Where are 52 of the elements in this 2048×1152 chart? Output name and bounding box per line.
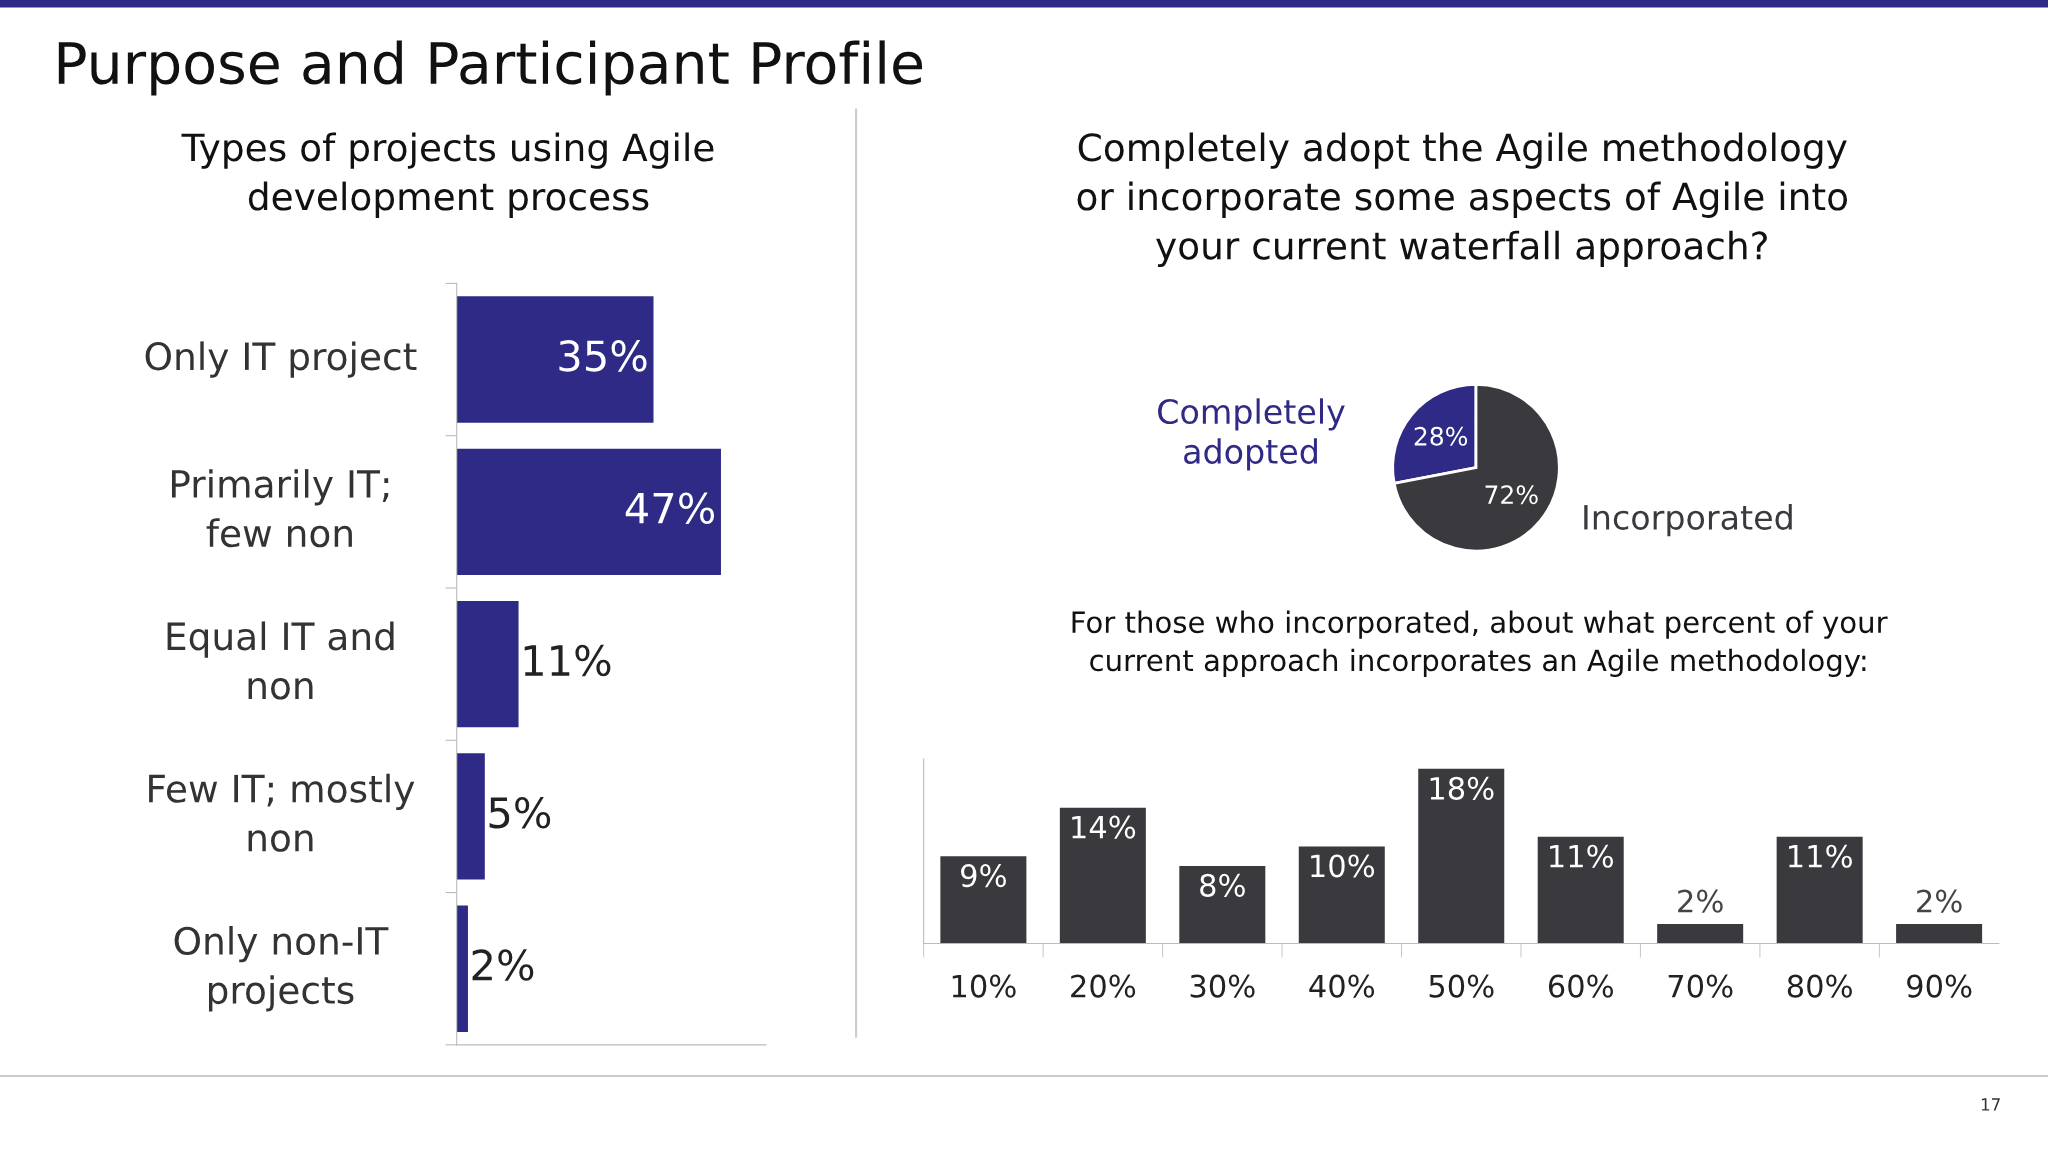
data-label: 72% xyxy=(1485,485,1538,505)
bar xyxy=(1298,846,1385,944)
chart-title: For those who incorporated, about what percent of your current approach incorporates an Agile methodology: xyxy=(1072,610,1888,677)
data-label: 11% xyxy=(1789,844,1852,868)
data-label: 8% xyxy=(1200,873,1245,897)
x-tick-label: 90% xyxy=(1907,974,1972,998)
bar xyxy=(456,296,654,423)
data-label: 14% xyxy=(1072,815,1136,839)
bar xyxy=(1657,924,1744,944)
x-tick-label: 40% xyxy=(1309,974,1375,998)
x-tick-label: 70% xyxy=(1668,974,1733,998)
data-label: 28% xyxy=(1414,426,1468,446)
data-label: 2% xyxy=(1678,889,1723,913)
y-tick-label: Equal IT and non xyxy=(167,621,394,700)
bar xyxy=(1896,924,1983,944)
x-tick-label: 80% xyxy=(1787,974,1852,998)
bar xyxy=(940,856,1027,944)
y-tick-label: Few IT; mostly non xyxy=(149,773,415,852)
x-tick-label: 60% xyxy=(1548,974,1613,998)
chart-title: Completely adopt the Agile methodology or incorporate some aspects of Agile into your current waterfall approach? xyxy=(1077,132,1848,267)
data-label: 10% xyxy=(1311,854,1375,878)
data-label: 2% xyxy=(472,949,534,981)
bar xyxy=(1537,836,1624,944)
x-tick-label: 50% xyxy=(1429,974,1494,998)
slice-label: Incorporated xyxy=(1584,504,1792,537)
y-tick-label: Only non-IT projects xyxy=(174,926,389,1012)
text: Purpose and Participant Profile xyxy=(58,40,923,96)
data-label: 47% xyxy=(625,492,715,524)
data-label: 11% xyxy=(1550,844,1613,868)
x-tick-label: 30% xyxy=(1190,974,1255,998)
data-label: 2% xyxy=(1917,889,1962,913)
data-label: 35% xyxy=(559,340,647,372)
bar xyxy=(456,600,519,728)
bar xyxy=(456,753,485,880)
y-tick-label: Only IT project xyxy=(145,341,417,378)
y-tick-label: Primarily IT; few non xyxy=(171,469,389,548)
pie-slice xyxy=(1392,383,1561,553)
bar xyxy=(456,448,721,576)
data-label: 11% xyxy=(524,644,611,677)
chart-title: Types of projects using Agile development process xyxy=(181,132,714,218)
data-label: 9% xyxy=(961,864,1006,888)
data-label: 5% xyxy=(489,797,551,829)
bar xyxy=(1418,768,1505,944)
slice-label: Completely adopted xyxy=(1158,398,1345,471)
x-tick-label: 10% xyxy=(952,974,1016,998)
bar xyxy=(1179,865,1266,944)
bar xyxy=(1059,807,1146,944)
text: 17 xyxy=(1981,1098,2000,1111)
bar xyxy=(1776,836,1863,944)
data-label: 18% xyxy=(1430,776,1494,800)
x-tick-label: 20% xyxy=(1071,974,1136,998)
bar xyxy=(456,905,468,1032)
